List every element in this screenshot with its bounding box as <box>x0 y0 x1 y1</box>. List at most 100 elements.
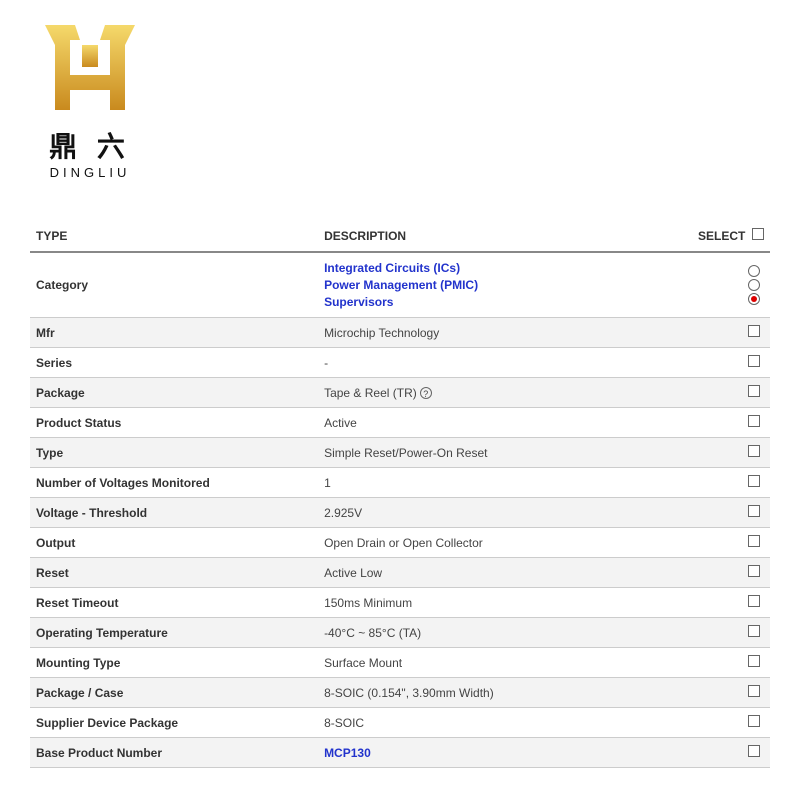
category-radio[interactable] <box>748 279 760 291</box>
attr-select <box>692 318 770 348</box>
row-checkbox[interactable] <box>748 535 760 547</box>
attr-value: 150ms Minimum <box>324 596 412 610</box>
attr-value: Microchip Technology <box>324 326 439 340</box>
attr-type: Category <box>30 252 318 318</box>
attr-select <box>692 528 770 558</box>
category-radio[interactable] <box>748 293 760 305</box>
attr-description: Microchip Technology <box>318 318 692 348</box>
attr-description: Integrated Circuits (ICs)Power Managemen… <box>318 252 692 318</box>
table-row: Output Open Drain or Open Collector <box>30 528 770 558</box>
row-checkbox[interactable] <box>748 445 760 457</box>
attr-type: Number of Voltages Monitored <box>30 468 318 498</box>
table-row: Operating Temperature -40°C ~ 85°C (TA) <box>30 618 770 648</box>
category-link[interactable]: Power Management (PMIC) <box>324 277 686 294</box>
attr-description: 1 <box>318 468 692 498</box>
product-attributes-table: TYPE DESCRIPTION SELECT CategoryIntegrat… <box>30 220 770 768</box>
attr-type: Mounting Type <box>30 648 318 678</box>
category-link[interactable]: Supervisors <box>324 294 686 311</box>
attr-description: 2.925V <box>318 498 692 528</box>
attr-value: 8-SOIC <box>324 716 364 730</box>
category-link[interactable]: Integrated Circuits (ICs) <box>324 260 686 277</box>
attr-value: Open Drain or Open Collector <box>324 536 483 550</box>
attr-description: 8-SOIC (0.154", 3.90mm Width) <box>318 678 692 708</box>
header-select: SELECT <box>692 220 770 252</box>
product-link[interactable]: MCP130 <box>324 746 371 760</box>
row-checkbox[interactable] <box>748 685 760 697</box>
table-row: Mfr Microchip Technology <box>30 318 770 348</box>
attr-type: Output <box>30 528 318 558</box>
table-row: Type Simple Reset/Power-On Reset <box>30 438 770 468</box>
attr-type: Type <box>30 438 318 468</box>
attr-select <box>692 618 770 648</box>
attr-description: Active <box>318 408 692 438</box>
attr-value: 2.925V <box>324 506 362 520</box>
attr-value: -40°C ~ 85°C (TA) <box>324 626 421 640</box>
attr-description: Surface Mount <box>318 648 692 678</box>
logo-chinese-text: 鼎 六 <box>30 125 150 165</box>
logo-latin-text: DINGLIU <box>30 165 150 180</box>
attr-description: Active Low <box>318 558 692 588</box>
attr-value: Simple Reset/Power-On Reset <box>324 446 487 460</box>
attr-select <box>692 252 770 318</box>
table-row: Number of Voltages Monitored 1 <box>30 468 770 498</box>
row-checkbox[interactable] <box>748 505 760 517</box>
attr-type: Reset Timeout <box>30 588 318 618</box>
attr-value: Active <box>324 416 357 430</box>
attr-value: Tape & Reel (TR) <box>324 386 417 400</box>
table-row: CategoryIntegrated Circuits (ICs)Power M… <box>30 252 770 318</box>
table-row: Package / Case 8-SOIC (0.154", 3.90mm Wid… <box>30 678 770 708</box>
attr-select <box>692 498 770 528</box>
table-row: Package Tape & Reel (TR)? <box>30 378 770 408</box>
attr-select <box>692 408 770 438</box>
row-checkbox[interactable] <box>748 385 760 397</box>
select-all-checkbox[interactable] <box>752 228 764 240</box>
attr-description: MCP130 <box>318 738 692 768</box>
attr-select <box>692 438 770 468</box>
attr-select <box>692 378 770 408</box>
header-type: TYPE <box>30 220 318 252</box>
row-checkbox[interactable] <box>748 325 760 337</box>
attr-value: 8-SOIC (0.154", 3.90mm Width) <box>324 686 494 700</box>
attr-description: Simple Reset/Power-On Reset <box>318 438 692 468</box>
table-row: ResetActive Low <box>30 558 770 588</box>
attr-type: Supplier Device Package <box>30 708 318 738</box>
row-checkbox[interactable] <box>748 745 760 757</box>
row-checkbox[interactable] <box>748 715 760 727</box>
table-row: Mounting TypeSurface Mount <box>30 648 770 678</box>
attr-select <box>692 738 770 768</box>
attr-type: Mfr <box>30 318 318 348</box>
row-checkbox[interactable] <box>748 565 760 577</box>
row-checkbox[interactable] <box>748 475 760 487</box>
attr-select <box>692 588 770 618</box>
attr-select <box>692 678 770 708</box>
row-checkbox[interactable] <box>748 415 760 427</box>
header-description: DESCRIPTION <box>318 220 692 252</box>
attr-type: Package / Case <box>30 678 318 708</box>
attr-type: Operating Temperature <box>30 618 318 648</box>
row-checkbox[interactable] <box>748 655 760 667</box>
attr-type: Voltage - Threshold <box>30 498 318 528</box>
table-row: Supplier Device Package 8-SOIC <box>30 708 770 738</box>
brand-logo: 鼎 六 DINGLIU <box>0 0 800 190</box>
attr-description: Open Drain or Open Collector <box>318 528 692 558</box>
attr-description: -40°C ~ 85°C (TA) <box>318 618 692 648</box>
help-icon[interactable]: ? <box>420 387 432 399</box>
attr-value: 1 <box>324 476 331 490</box>
attr-select <box>692 348 770 378</box>
row-checkbox[interactable] <box>748 625 760 637</box>
attr-select <box>692 558 770 588</box>
attr-value: - <box>324 356 328 370</box>
attr-type: Series <box>30 348 318 378</box>
attr-select <box>692 468 770 498</box>
table-row: Reset Timeout 150ms Minimum <box>30 588 770 618</box>
category-radio[interactable] <box>748 265 760 277</box>
attr-description: 150ms Minimum <box>318 588 692 618</box>
attr-type: Reset <box>30 558 318 588</box>
logo-mark <box>30 20 150 120</box>
attr-select <box>692 648 770 678</box>
attr-select <box>692 708 770 738</box>
row-checkbox[interactable] <box>748 355 760 367</box>
row-checkbox[interactable] <box>748 595 760 607</box>
attr-type: Package <box>30 378 318 408</box>
attr-description: - <box>318 348 692 378</box>
